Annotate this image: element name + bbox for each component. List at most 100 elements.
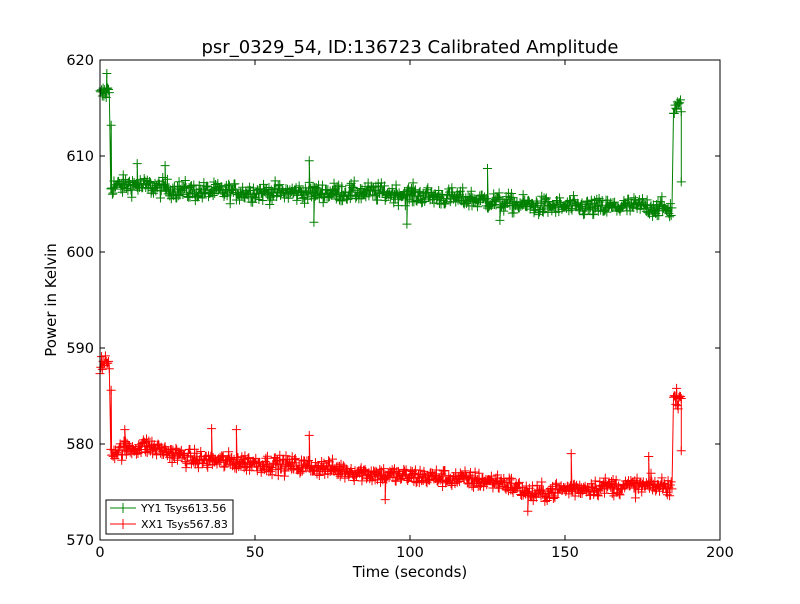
data-point bbox=[184, 182, 194, 192]
data-point bbox=[201, 182, 211, 192]
data-point bbox=[100, 351, 110, 361]
data-point bbox=[483, 163, 492, 173]
data-point bbox=[589, 196, 599, 206]
data-point bbox=[372, 195, 382, 205]
data-point bbox=[159, 181, 169, 191]
data-point bbox=[559, 202, 569, 212]
data-point bbox=[145, 177, 155, 187]
data-point bbox=[412, 196, 422, 206]
data-point bbox=[243, 453, 253, 463]
data-point bbox=[657, 473, 667, 483]
data-point bbox=[674, 392, 684, 402]
data-point bbox=[569, 191, 579, 201]
data-point bbox=[455, 190, 465, 200]
data-point bbox=[150, 444, 160, 454]
data-point bbox=[186, 451, 196, 461]
data-point bbox=[262, 451, 272, 461]
y-tick-label: 590 bbox=[66, 341, 94, 357]
data-point bbox=[230, 179, 240, 189]
data-point bbox=[197, 193, 207, 203]
data-point bbox=[183, 191, 193, 201]
data-point bbox=[198, 458, 208, 468]
data-point bbox=[673, 99, 683, 109]
data-point bbox=[258, 195, 268, 205]
data-point bbox=[451, 197, 461, 207]
data-point bbox=[504, 194, 514, 204]
data-point bbox=[313, 184, 323, 194]
data-point bbox=[403, 185, 413, 195]
data-point bbox=[532, 480, 542, 490]
data-point bbox=[179, 183, 189, 193]
data-point bbox=[482, 194, 492, 204]
data-point bbox=[296, 467, 306, 477]
data-point bbox=[102, 84, 112, 94]
y-tick-label: 600 bbox=[66, 245, 94, 261]
y-tick-label: 620 bbox=[66, 53, 94, 69]
data-point bbox=[576, 199, 586, 209]
data-point bbox=[669, 391, 679, 401]
legend-label: YY1 Tsys613.56 bbox=[140, 502, 226, 515]
data-point bbox=[108, 188, 118, 198]
data-point bbox=[163, 189, 173, 199]
data-point bbox=[454, 191, 464, 201]
data-point bbox=[602, 207, 612, 217]
data-point bbox=[318, 198, 328, 208]
data-point bbox=[106, 184, 116, 194]
data-point bbox=[390, 194, 400, 204]
data-point bbox=[294, 181, 304, 191]
data-point bbox=[412, 477, 422, 487]
legend-marker bbox=[118, 503, 128, 513]
data-point bbox=[263, 190, 273, 200]
data-point bbox=[182, 458, 192, 468]
data-point bbox=[155, 193, 165, 203]
data-point bbox=[349, 475, 359, 485]
data-point bbox=[669, 108, 679, 118]
data-point bbox=[635, 204, 645, 214]
data-point bbox=[106, 120, 116, 130]
y-tick-label: 610 bbox=[66, 149, 94, 165]
data-point bbox=[671, 399, 681, 409]
data-point bbox=[676, 177, 686, 187]
data-point bbox=[480, 194, 490, 204]
data-point bbox=[472, 202, 482, 212]
data-point bbox=[158, 173, 168, 183]
data-point bbox=[368, 190, 378, 200]
data-point bbox=[661, 204, 671, 214]
data-point bbox=[333, 190, 343, 200]
data-point bbox=[548, 200, 558, 210]
y-tick-label: 580 bbox=[66, 437, 94, 453]
legend-box bbox=[105, 499, 234, 535]
data-point bbox=[355, 183, 365, 193]
data-point bbox=[218, 451, 228, 461]
data-point bbox=[638, 194, 647, 204]
data-point bbox=[665, 491, 675, 501]
legend-marker bbox=[118, 519, 128, 529]
data-point bbox=[472, 474, 482, 484]
data-point bbox=[270, 176, 280, 186]
data-point bbox=[436, 471, 446, 481]
data-point bbox=[183, 448, 193, 458]
data-point bbox=[380, 495, 390, 505]
data-point bbox=[387, 465, 397, 475]
data-point bbox=[501, 484, 511, 494]
data-point bbox=[168, 183, 178, 193]
data-point bbox=[257, 464, 267, 474]
data-point bbox=[509, 208, 519, 218]
data-point bbox=[266, 466, 275, 476]
data-point bbox=[233, 453, 243, 463]
data-point bbox=[307, 192, 317, 202]
x-tick-label: 100 bbox=[396, 545, 424, 561]
data-point bbox=[148, 188, 158, 198]
data-point bbox=[423, 183, 433, 193]
data-point bbox=[176, 445, 186, 455]
data-point bbox=[536, 198, 546, 208]
data-point bbox=[141, 447, 151, 457]
data-point bbox=[357, 476, 367, 486]
data-point bbox=[550, 493, 560, 503]
data-point bbox=[411, 195, 421, 205]
data-point bbox=[541, 193, 551, 203]
data-point bbox=[390, 476, 400, 486]
data-point bbox=[212, 459, 222, 469]
data-point bbox=[272, 192, 282, 202]
data-point bbox=[642, 195, 652, 205]
